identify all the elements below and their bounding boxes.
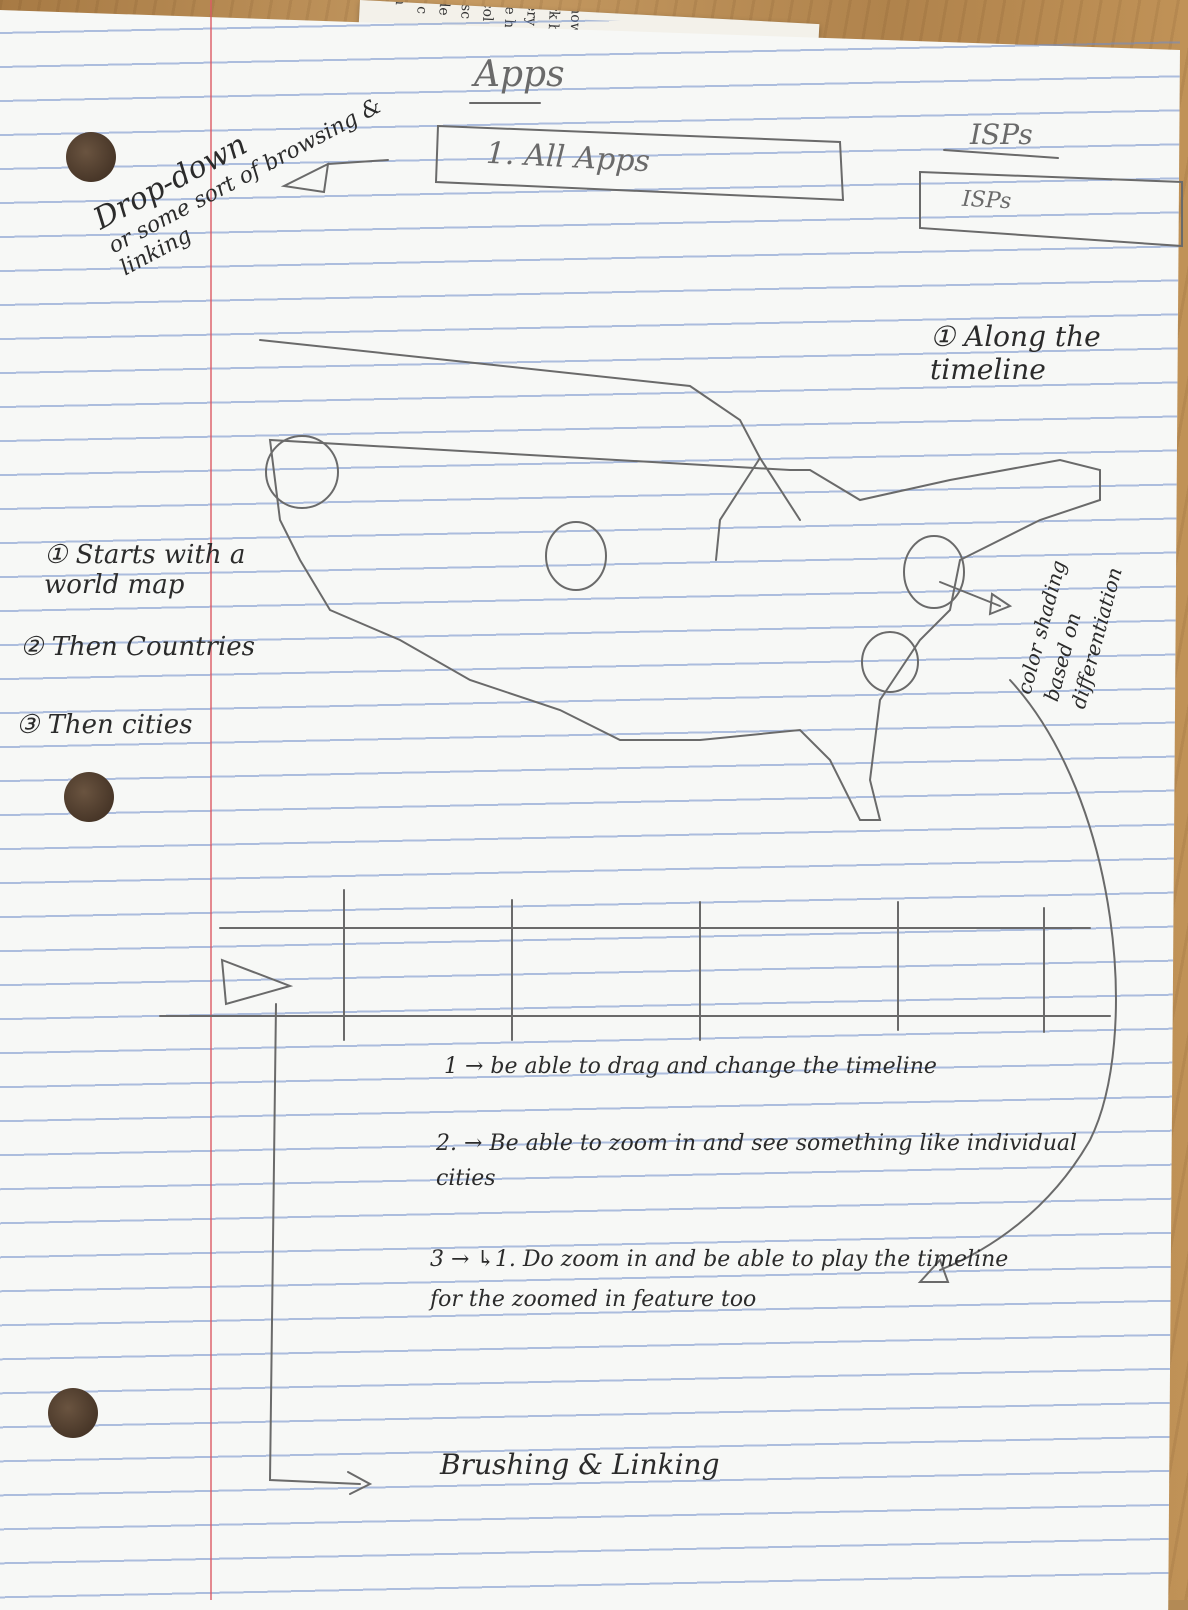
map-region-circle xyxy=(545,521,607,591)
timeline-map-note: ① Along the timeline xyxy=(930,320,1101,386)
zoom-level-countries: ② Then Countries xyxy=(20,632,256,662)
map-outline xyxy=(259,339,1101,821)
apps-dropdown-box xyxy=(434,124,845,202)
apps-title: Apps xyxy=(474,54,565,95)
map-region-circle xyxy=(903,535,965,609)
zoom-level-world: ① Starts with a world map xyxy=(44,540,246,600)
map-region-circle xyxy=(861,631,919,693)
isps-title-underline xyxy=(943,149,1059,159)
isps-dropdown-box xyxy=(919,170,1183,248)
map-region-circle xyxy=(265,435,339,509)
punch-hole xyxy=(66,132,116,182)
timeline-play-icon xyxy=(220,958,294,1006)
brushing-linking-note: Brushing & Linking xyxy=(440,1448,720,1481)
timeline-note-drag: 1 → be able to drag and change the timel… xyxy=(444,1054,937,1079)
punch-hole xyxy=(64,772,114,822)
zoom-level-cities: ③ Then cities xyxy=(16,710,193,740)
curved-arrow xyxy=(939,679,1117,1271)
isps-title: ISPs xyxy=(970,118,1033,151)
dropdown-triangle-icon xyxy=(280,162,330,194)
arrow-to-color-note xyxy=(939,581,1001,607)
margin-line xyxy=(210,0,212,1600)
timeline-note-play: 3 → ↳1. Do zoom in and be able to play t… xyxy=(430,1247,1009,1312)
arrow-to-brushing xyxy=(268,1003,361,1485)
isps-dropdown[interactable]: ISPs xyxy=(961,186,1012,215)
timeline-note-zoom: 2. → Be able to zoom in and see somethin… xyxy=(436,1131,1078,1192)
punch-hole xyxy=(48,1388,98,1438)
